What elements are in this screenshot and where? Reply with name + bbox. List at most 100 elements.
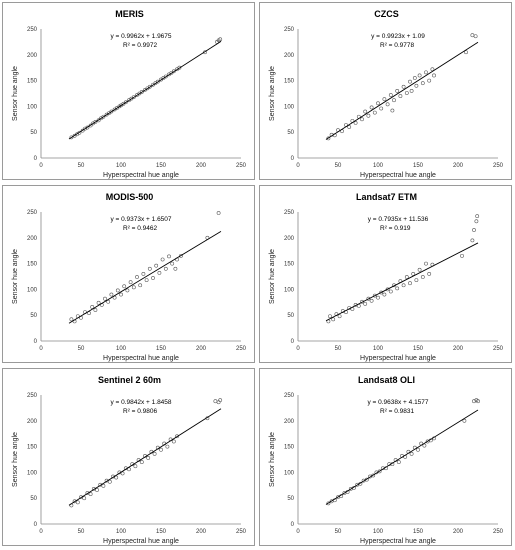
data-point	[154, 263, 159, 268]
y-tick-label: 0	[291, 522, 295, 528]
data-point	[392, 98, 396, 103]
x-tick-label: 150	[413, 163, 424, 169]
y-tick-label: 100	[284, 470, 295, 476]
data-point	[115, 288, 120, 293]
scatter-chart: CZCS y = 0.9923x + 1.09 R² = 0.9778 0 50 100 1…	[269, 9, 504, 179]
data-point	[427, 272, 432, 276]
data-point	[177, 65, 182, 70]
data-point	[395, 286, 400, 291]
data-point	[396, 460, 401, 464]
data-point	[377, 469, 382, 474]
y-tick-label: 200	[27, 53, 38, 59]
x-tick-label: 100	[116, 163, 127, 169]
y-tick-label: 150	[27, 79, 38, 85]
data-point	[218, 37, 223, 42]
data-point	[414, 278, 419, 283]
x-tick-label: 0	[39, 529, 43, 535]
x-tick-label: 100	[116, 529, 127, 535]
y-tick-label: 50	[287, 313, 294, 319]
data-point	[96, 300, 101, 305]
data-point	[472, 228, 476, 232]
y-tick-label: 150	[284, 445, 295, 451]
y-tick-label: 250	[284, 27, 295, 33]
data-point	[416, 447, 420, 452]
y-tick-label: 100	[284, 104, 295, 110]
y-tick-label: 100	[27, 104, 38, 110]
chart-title: Landsat8 OLI	[358, 375, 415, 385]
x-axis-label: Hyperspectral hue angle	[360, 538, 436, 545]
data-point	[155, 79, 160, 84]
data-point	[170, 261, 175, 266]
data-point	[103, 296, 107, 301]
y-tick-label: 200	[284, 236, 295, 242]
data-point	[427, 78, 432, 83]
x-tick-label: 250	[493, 346, 504, 352]
data-point	[422, 443, 427, 448]
data-point	[401, 84, 406, 89]
data-point	[395, 89, 400, 93]
data-point	[424, 261, 428, 266]
data-point	[144, 278, 149, 283]
y-tick-label: 50	[287, 496, 294, 502]
data-point	[157, 270, 162, 275]
data-point	[218, 398, 223, 403]
x-tick-label: 150	[156, 346, 167, 352]
chart-title: CZCS	[374, 9, 399, 19]
scatter-chart: Sentinel 2 60m y = 0.9842x + 1.8458 R² = 0…	[12, 375, 247, 545]
data-point	[398, 94, 403, 98]
data-point	[141, 272, 146, 276]
data-point	[475, 214, 480, 219]
data-point	[376, 295, 380, 300]
data-point	[106, 299, 111, 304]
y-tick-label: 250	[27, 393, 38, 399]
y-tick-label: 250	[27, 27, 38, 33]
data-point	[360, 117, 364, 122]
data-point	[363, 109, 368, 114]
data-point	[401, 283, 406, 288]
y-tick-label: 200	[284, 53, 295, 59]
data-point	[139, 460, 144, 464]
data-point	[167, 254, 171, 259]
data-point	[151, 276, 155, 280]
data-point	[139, 90, 144, 94]
data-point	[353, 121, 358, 125]
r-squared-label: R² = 0.9972	[123, 42, 158, 49]
chart-panel-modis-500: MODIS-500 y = 0.9373x + 1.6507 R² = 0.9462…	[2, 185, 255, 363]
data-point	[75, 500, 80, 505]
data-point	[326, 501, 331, 506]
data-point	[83, 126, 87, 131]
data-point	[385, 102, 390, 107]
data-point	[133, 464, 138, 469]
data-point	[371, 473, 376, 478]
data-point	[213, 399, 218, 404]
data-point	[328, 314, 332, 319]
data-point	[147, 266, 152, 271]
r-squared-label: R² = 0.9462	[123, 225, 158, 232]
y-tick-label: 100	[27, 287, 38, 293]
y-tick-label: 0	[291, 339, 295, 345]
x-tick-label: 200	[196, 346, 207, 352]
data-point	[369, 298, 374, 303]
chart-title: MODIS-500	[106, 192, 154, 202]
r-squared-label: R² = 0.9806	[123, 408, 158, 415]
data-point	[171, 439, 176, 444]
x-tick-label: 250	[493, 163, 504, 169]
y-tick-label: 250	[27, 210, 38, 216]
x-tick-label: 0	[296, 529, 300, 535]
data-point	[425, 439, 430, 444]
x-tick-label: 250	[493, 529, 504, 535]
data-point	[120, 471, 125, 476]
data-point	[409, 451, 414, 456]
data-point	[390, 108, 395, 113]
data-point	[326, 136, 331, 141]
x-tick-label: 200	[453, 163, 464, 169]
scatter-chart: Landsat7 ETM y = 0.7935x + 11.536 R² = 0.9…	[269, 192, 504, 362]
x-axis-label: Hyperspectral hue angle	[103, 355, 179, 362]
regression-equation: y = 0.9373x + 1.6507	[110, 216, 171, 223]
data-point	[163, 74, 168, 79]
trend-line	[68, 408, 222, 506]
y-tick-label: 50	[30, 496, 37, 502]
y-tick-label: 50	[30, 313, 37, 319]
x-tick-label: 150	[413, 346, 424, 352]
x-axis-label: Hyperspectral hue angle	[360, 172, 436, 179]
